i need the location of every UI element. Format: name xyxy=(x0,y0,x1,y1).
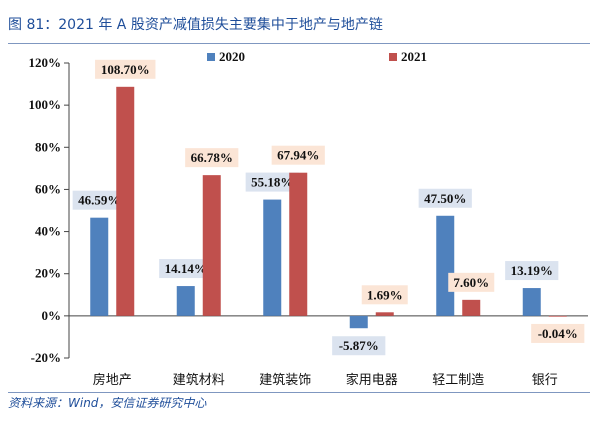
legend-label: 2020 xyxy=(219,49,245,64)
bar-2020 xyxy=(522,288,541,316)
bar-2021 xyxy=(289,172,308,316)
bar-2020 xyxy=(349,315,368,329)
data-label-box xyxy=(448,272,495,292)
data-label: 46.59% xyxy=(78,193,120,208)
data-label-box xyxy=(271,145,325,165)
bar-2021 xyxy=(548,315,567,317)
bar-2020 xyxy=(436,215,455,316)
category-label: 建筑材料 xyxy=(173,372,225,388)
category-label: 房地产 xyxy=(93,372,132,388)
data-label: -0.04% xyxy=(538,326,578,341)
bar-2020 xyxy=(263,199,282,316)
category-label: 家用电器 xyxy=(346,372,398,388)
y-tick-label: 80% xyxy=(35,139,61,154)
category-label: 轻工制造 xyxy=(432,373,484,388)
data-label-box xyxy=(72,190,126,210)
y-tick-label: 0% xyxy=(42,308,62,323)
data-label-box xyxy=(332,336,386,356)
data-label-box xyxy=(531,323,585,343)
y-tick-label: -20% xyxy=(31,350,61,365)
y-tick-label: 60% xyxy=(35,181,61,196)
data-label-box xyxy=(505,261,559,281)
data-label: 55.18% xyxy=(251,175,293,190)
y-tick-label: 40% xyxy=(35,224,61,239)
data-label: 67.94% xyxy=(277,148,319,163)
legend-label: 2021 xyxy=(401,49,427,64)
data-label-box xyxy=(361,285,408,305)
y-tick-label: 20% xyxy=(35,266,61,281)
source-note: 资料来源：Wind，安信证券研究中心 xyxy=(8,396,207,410)
legend-swatch-2021 xyxy=(389,53,397,61)
data-label-box xyxy=(185,148,239,168)
data-label-box xyxy=(95,59,156,79)
category-label: 建筑装饰 xyxy=(259,372,311,388)
bar-2021 xyxy=(202,175,221,316)
legend-swatch-2020 xyxy=(207,53,215,61)
data-label: 1.69% xyxy=(367,287,403,302)
bar-2020 xyxy=(90,217,109,316)
data-label: 14.14% xyxy=(165,261,207,276)
bar-2020 xyxy=(176,286,195,316)
data-label: 13.19% xyxy=(511,263,553,278)
data-label: 47.50% xyxy=(424,191,466,206)
data-label: -5.87% xyxy=(339,338,379,353)
data-label-box xyxy=(159,259,213,279)
bar-2021 xyxy=(116,86,135,316)
title-rule xyxy=(8,43,590,44)
y-tick-label: 120% xyxy=(29,55,62,70)
bar-2021 xyxy=(375,312,394,316)
category-label: 银行 xyxy=(532,373,558,388)
data-label-box xyxy=(418,188,472,208)
data-label: 108.70% xyxy=(101,62,150,77)
data-label-box xyxy=(245,172,299,192)
source-rule xyxy=(8,392,590,393)
bar-2021 xyxy=(462,299,481,316)
y-tick-label: 100% xyxy=(29,97,62,112)
data-label: 7.60% xyxy=(453,275,489,290)
data-label: 66.78% xyxy=(191,150,233,165)
figure-title: 图 81：2021 年 A 股资产减值损失主要集中于地产与地产链 xyxy=(8,17,383,33)
